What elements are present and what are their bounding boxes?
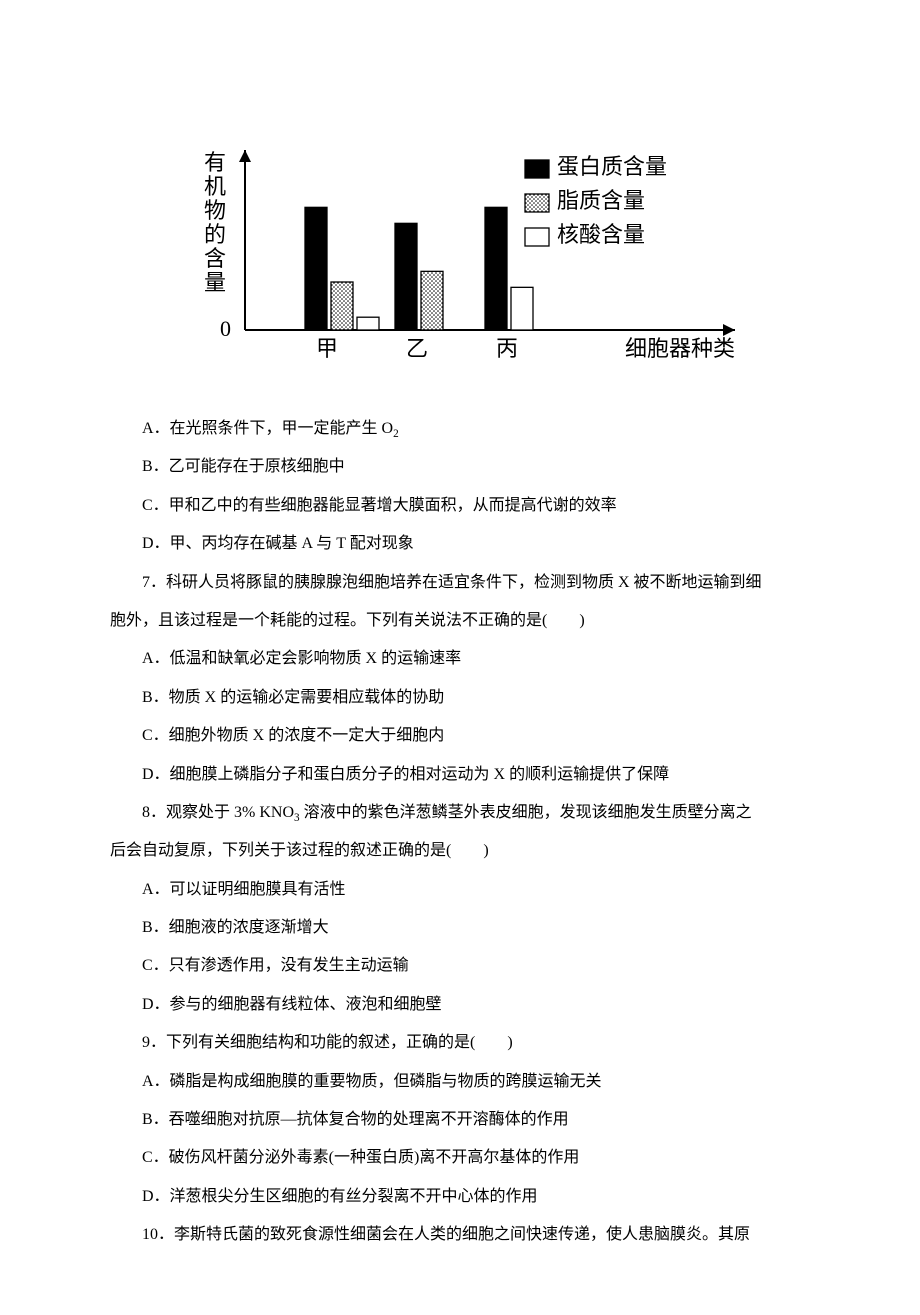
svg-text:丙: 丙 (496, 336, 518, 361)
svg-text:的: 的 (204, 222, 226, 247)
q9-a: A．磷脂是构成细胞膜的重要物质，但磷脂与物质的跨膜运输无关 (110, 1063, 840, 1101)
chart-svg: 有机物的含量 0 甲 乙 丙 细胞器种类 蛋白质含量脂质含量核酸含量 (195, 120, 755, 380)
q7-a: A．低温和缺氧必定会影响物质 X 的运输速率 (110, 640, 840, 678)
q8-a: A．可以证明细胞膜具有活性 (110, 871, 840, 909)
option-d: D．甲、丙均存在碱基 A 与 T 配对现象 (110, 525, 840, 563)
q7-c: C．细胞外物质 X 的浓度不一定大于细胞内 (110, 717, 840, 755)
q8-l1b: 溶液中的紫色洋葱鳞茎外表皮细胞，发现该细胞发生质壁分离之 (300, 804, 752, 821)
q8-d: D．参与的细胞器有线粒体、液泡和细胞壁 (110, 986, 840, 1024)
organelle-chart: 有机物的含量 0 甲 乙 丙 细胞器种类 蛋白质含量脂质含量核酸含量 (110, 120, 840, 380)
svg-text:细胞器种类: 细胞器种类 (625, 336, 735, 361)
q10-line1: 10．李斯特氏菌的致死食源性细菌会在人类的细胞之间快速传递，使人患脑膜炎。其原 (110, 1216, 840, 1254)
q9-stem: 9．下列有关细胞结构和功能的叙述，正确的是( ) (110, 1024, 840, 1062)
opt-a-sub: 2 (393, 428, 399, 440)
q7-line1: 7．科研人员将豚鼠的胰腺腺泡细胞培养在适宜条件下，检测到物质 X 被不断地运输到… (110, 564, 840, 602)
svg-text:物: 物 (204, 198, 226, 223)
svg-text:0: 0 (220, 316, 231, 341)
q7-line2: 胞外，且该过程是一个耗能的过程。下列有关说法不正确的是( ) (110, 602, 840, 640)
q8-c: C．只有渗透作用，没有发生主动运输 (110, 947, 840, 985)
opt-a-text: A．在光照条件下，甲一定能产生 O (142, 420, 393, 437)
svg-text:有: 有 (204, 150, 226, 175)
svg-text:蛋白质含量: 蛋白质含量 (557, 154, 667, 179)
q7-b: B．物质 X 的运输必定需要相应载体的协助 (110, 679, 840, 717)
svg-text:含: 含 (204, 246, 226, 271)
q8-line2: 后会自动复原，下列关于该过程的叙述正确的是( ) (110, 832, 840, 870)
q8-l1a: 8．观察处于 3% KNO (142, 804, 294, 821)
q9-d: D．洋葱根尖分生区细胞的有丝分裂离不开中心体的作用 (110, 1178, 840, 1216)
q8-line1: 8．观察处于 3% KNO3 溶液中的紫色洋葱鳞茎外表皮细胞，发现该细胞发生质壁… (110, 794, 840, 832)
svg-text:甲: 甲 (316, 336, 338, 361)
svg-text:量: 量 (204, 270, 226, 295)
svg-text:核酸含量: 核酸含量 (557, 222, 645, 247)
option-b: B．乙可能存在于原核细胞中 (110, 448, 840, 486)
option-c: C．甲和乙中的有些细胞器能显著增大膜面积，从而提高代谢的效率 (110, 487, 840, 525)
q7-d: D．细胞膜上磷脂分子和蛋白质分子的相对运动为 X 的顺利运输提供了保障 (110, 756, 840, 794)
option-a: A．在光照条件下，甲一定能产生 O2 (110, 410, 840, 448)
svg-text:机: 机 (204, 174, 226, 199)
q9-c: C．破伤风杆菌分泌外毒素(一种蛋白质)离不开高尔基体的作用 (110, 1139, 840, 1177)
svg-text:脂质含量: 脂质含量 (557, 188, 645, 213)
q8-b: B．细胞液的浓度逐渐增大 (110, 909, 840, 947)
q9-b: B．吞噬细胞对抗原—抗体复合物的处理离不开溶酶体的作用 (110, 1101, 840, 1139)
svg-text:乙: 乙 (406, 336, 428, 361)
